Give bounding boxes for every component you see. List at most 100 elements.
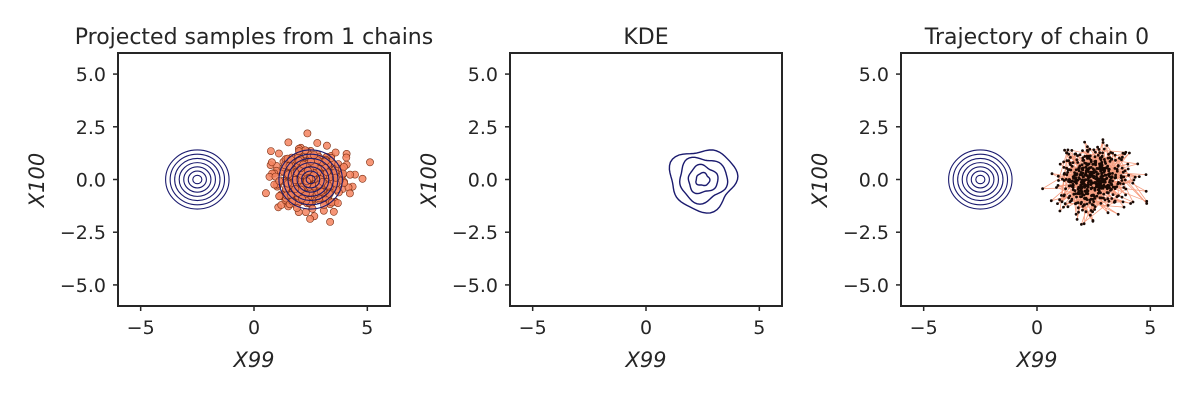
trajectory-point <box>1081 168 1085 172</box>
trajectory-point <box>1086 157 1089 160</box>
trajectory-point <box>1095 173 1099 176</box>
trajectory-point <box>1063 202 1067 206</box>
trajectory-point <box>1122 182 1125 186</box>
trajectory-point <box>1079 186 1083 190</box>
trajectory-point <box>1086 192 1090 196</box>
trajectory-point <box>1102 147 1106 151</box>
contour-line <box>291 162 330 197</box>
trajectory-point <box>1111 193 1115 197</box>
trajectory-point <box>1110 157 1114 161</box>
trajectory-point <box>1085 202 1089 206</box>
trajectory-point <box>1095 167 1099 170</box>
x-tick-label: 5 <box>361 317 373 339</box>
trajectory-point <box>1113 153 1117 157</box>
ticks: −5 0 5 5.0 2.5 0.0 −2.5 −5.0 <box>60 64 374 339</box>
trajectory-point <box>1107 184 1111 187</box>
trajectory-point <box>1104 162 1107 165</box>
trajectory-point <box>1072 176 1075 180</box>
trajectory-point <box>1110 197 1114 200</box>
trajectory-point <box>1073 180 1076 184</box>
sample-point <box>303 129 312 138</box>
plot-frame <box>509 52 783 307</box>
sample-point <box>339 169 347 178</box>
trajectory-point <box>1058 162 1062 166</box>
trajectory-point <box>1083 161 1087 165</box>
sample-point <box>339 162 348 171</box>
trajectory-point <box>1107 152 1110 156</box>
trajectory-point <box>1078 153 1082 157</box>
trajectory-point <box>1124 187 1128 191</box>
trajectory-point <box>1101 138 1105 142</box>
trajectory-point <box>1116 212 1120 216</box>
trajectory-point <box>1066 205 1070 209</box>
trajectory-point <box>1121 170 1125 174</box>
kde-contour <box>687 163 719 195</box>
trajectory-point <box>1096 153 1100 157</box>
y-tick-label: −2.5 <box>452 222 498 244</box>
trajectory-point <box>1065 166 1068 170</box>
trajectory-point <box>1144 189 1148 193</box>
contour-line <box>301 170 321 189</box>
y-tick-label: −5.0 <box>452 275 498 297</box>
trajectory-point <box>1065 151 1069 155</box>
trajectory-point <box>1074 176 1078 180</box>
y-tick-label: 2.5 <box>859 117 889 139</box>
trajectory-point <box>1118 182 1122 185</box>
trajectory-point <box>1093 160 1097 163</box>
sample-point <box>261 189 270 198</box>
sample-point <box>329 207 338 216</box>
y-tick-label: 5.0 <box>468 64 498 86</box>
trajectory-point <box>1058 209 1062 213</box>
trajectory-point <box>1104 173 1108 177</box>
plot-frame <box>117 52 391 307</box>
trajectory-point <box>1131 200 1135 204</box>
trajectory-point <box>1084 197 1087 201</box>
trajectory-point <box>1076 154 1079 158</box>
trajectory-point <box>1099 191 1102 195</box>
trajectory-point <box>1103 198 1107 202</box>
kde-contour <box>695 171 711 187</box>
trajectory-point <box>1124 193 1127 197</box>
plot-area <box>165 129 374 226</box>
trajectory-point <box>1113 176 1117 180</box>
trajectory-point <box>1101 151 1104 155</box>
contour-line <box>296 166 325 193</box>
trajectory-point <box>1075 158 1079 162</box>
trajectory-point <box>1071 188 1075 192</box>
trajectory-point <box>1087 154 1090 158</box>
trajectory-point <box>1080 223 1083 226</box>
contour-line <box>957 157 1004 202</box>
trajectory-point <box>1106 156 1110 160</box>
y-tick-label: −5.0 <box>60 275 106 297</box>
sample-point <box>275 192 284 201</box>
trajectory-point <box>1081 204 1085 208</box>
sample-point <box>306 214 314 223</box>
contour-line <box>169 153 226 206</box>
trajectory-point <box>1091 170 1095 174</box>
trajectory-point <box>1096 185 1100 189</box>
trajectory-point <box>1102 192 1106 196</box>
plot-area <box>948 138 1149 226</box>
y-tick-label: −2.5 <box>843 222 889 244</box>
trajectory-point <box>1081 159 1085 162</box>
y-tick-label: 0.0 <box>76 170 106 192</box>
trajectory-point <box>1073 171 1076 175</box>
trajectory-point <box>1113 167 1117 170</box>
sample-point <box>322 141 331 150</box>
trajectory-point <box>1094 181 1097 185</box>
trajectory-point <box>1070 164 1074 168</box>
contour-line <box>174 157 221 202</box>
trajectory-point <box>1092 176 1096 180</box>
trajectory-point <box>1089 186 1093 190</box>
trajectory-point <box>1084 210 1088 214</box>
trajectory-point <box>1128 151 1131 155</box>
y-tick-label: −2.5 <box>60 222 106 244</box>
trajectory-point <box>1073 152 1077 156</box>
trajectory-point <box>1076 161 1080 164</box>
trajectory-point <box>1090 173 1094 176</box>
trajectory-point <box>1067 196 1071 200</box>
trajectory-point <box>1089 179 1093 183</box>
trajectory-point <box>1099 169 1103 173</box>
trajectory-point <box>1116 182 1120 186</box>
trajectory-point <box>1099 175 1103 179</box>
